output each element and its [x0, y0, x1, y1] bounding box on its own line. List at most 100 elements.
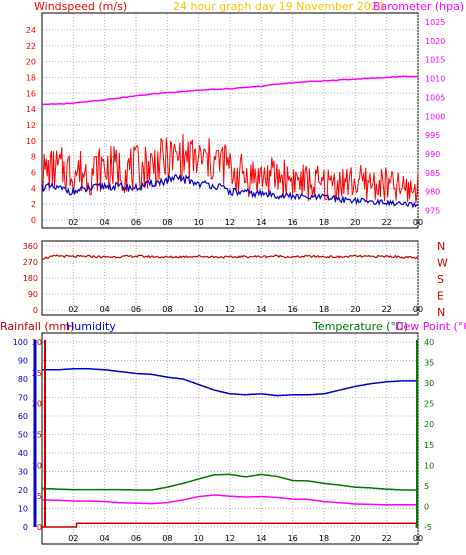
barometer-tick-label: 1015 — [425, 56, 445, 65]
x-tick-label: 20 — [350, 218, 360, 227]
direction-tick-label: 360 — [23, 242, 38, 251]
x-tick-label: 16 — [288, 534, 298, 543]
x-tick-label: 02 — [68, 218, 78, 227]
rain-tick-label: 10 — [32, 461, 42, 470]
x-tick-label: 14 — [256, 305, 266, 314]
humidity-tick-label: 20 — [18, 486, 28, 495]
x-tick-label: 06 — [131, 305, 141, 314]
humidity-axis-title: Humidity — [66, 320, 116, 333]
x-tick-label: 22 — [382, 534, 392, 543]
windspeed-m-s-line — [41, 133, 419, 204]
humidity-tick-label: 30 — [18, 468, 28, 477]
x-tick-label: 18 — [319, 305, 329, 314]
humidity-tick-label: 60 — [18, 412, 28, 421]
series-lines — [41, 75, 419, 528]
x-tick-label: 16 — [288, 305, 298, 314]
x-tick-label: 20 — [350, 534, 360, 543]
windspeed-tick-label: 4 — [31, 184, 36, 193]
x-tick-label: 18 — [319, 534, 329, 543]
x-tick-label: 10 — [194, 534, 204, 543]
temperature-tick-label: 0 — [424, 502, 429, 511]
x-tick-label: 04 — [100, 218, 110, 227]
x-tick-label: 10 — [194, 218, 204, 227]
windspeed-tick-label: 20 — [26, 58, 36, 67]
temperature-tick-label: 30 — [424, 379, 434, 388]
compass-label: S — [437, 273, 444, 286]
windspeed-tick-label: 0 — [31, 216, 36, 225]
x-tick-label: 04 — [100, 305, 110, 314]
x-tick-label: 16 — [288, 218, 298, 227]
barometer-axis-title: Barometer (hpa) — [373, 0, 464, 13]
direction-tick-label: 270 — [23, 258, 38, 267]
direction-tick-label: 90 — [28, 290, 38, 299]
x-tick-label: 20 — [350, 305, 360, 314]
x-tick-label: 02 — [68, 305, 78, 314]
humidity-tick-label: 100 — [13, 338, 28, 347]
windspeed-tick-label: 14 — [26, 105, 36, 114]
temperature-tick-label: 10 — [424, 461, 434, 470]
x-tick-label: 08 — [162, 218, 172, 227]
x-tick-label: 12 — [225, 534, 235, 543]
windspeed-tick-label: 12 — [26, 121, 36, 130]
x-tick-label: 14 — [256, 218, 266, 227]
x-tick-label: 08 — [162, 305, 172, 314]
x-tick-label: 12 — [225, 305, 235, 314]
panel-1-frame — [41, 12, 419, 229]
barometer-tick-label: 1005 — [425, 93, 445, 102]
rain-tick-label: 25 — [32, 369, 42, 378]
x-tick-label: 18 — [319, 218, 329, 227]
x-tick-label: 00 — [413, 305, 423, 314]
wind-average-line — [41, 173, 419, 209]
humidity-tick-label: 10 — [18, 505, 28, 514]
rain-tick-label: 30 — [32, 338, 42, 347]
barometer-tick-label: 985 — [425, 169, 440, 178]
humidity-tick-label: 90 — [18, 357, 28, 366]
x-tick-label: 14 — [256, 534, 266, 543]
compass-label: E — [437, 290, 444, 303]
x-tick-label: 00 — [413, 534, 423, 543]
compass-label: W — [437, 257, 448, 270]
chart-title: 24 hour graph day 19 November 2023 — [173, 0, 385, 13]
direction-tick-label: 180 — [23, 274, 38, 283]
dew-point-c-line — [42, 494, 418, 506]
humidity-tick-label: 80 — [18, 375, 28, 384]
temperature-axis-title: Temperature (°C) — [312, 320, 408, 333]
temperature-tick-label: 35 — [424, 359, 434, 368]
windspeed-tick-label: 18 — [26, 73, 36, 82]
windspeed-tick-label: 8 — [31, 153, 36, 162]
barometer-tick-label: 1010 — [425, 75, 445, 84]
barometer-tick-label: 1020 — [425, 37, 445, 46]
wind-direction-line — [41, 254, 418, 260]
barometer-tick-label: 1000 — [425, 112, 445, 121]
barometer-hpa-line — [41, 75, 419, 106]
rain-tick-label: 20 — [32, 400, 42, 409]
x-tick-label: 04 — [100, 534, 110, 543]
humidity-line — [42, 368, 418, 397]
windspeed-tick-label: 16 — [26, 89, 36, 98]
x-tick-label: 06 — [131, 218, 141, 227]
direction-tick-label: 0 — [33, 306, 38, 315]
barometer-tick-label: 975 — [425, 207, 440, 216]
humidity-tick-label: 70 — [18, 394, 28, 403]
x-tick-label: 08 — [162, 534, 172, 543]
rain-tick-label: 15 — [32, 431, 42, 440]
temperature-tick-label: -5 — [424, 523, 432, 532]
x-tick-label: 02 — [68, 534, 78, 543]
windspeed-tick-label: 6 — [31, 168, 36, 177]
x-tick-label: 10 — [194, 305, 204, 314]
rain-tick-label: 5 — [37, 492, 42, 501]
humidity-tick-label: 50 — [18, 431, 28, 440]
windspeed-tick-label: 22 — [26, 42, 36, 51]
barometer-tick-label: 995 — [425, 131, 440, 140]
compass-label: N — [437, 240, 445, 253]
compass-label: N — [437, 306, 445, 319]
x-tick-label: 00 — [413, 218, 423, 227]
temperature-tick-label: 5 — [424, 482, 429, 491]
barometer-tick-label: 990 — [425, 150, 440, 159]
barometer-tick-label: 1025 — [425, 18, 445, 27]
temperature-tick-label: 25 — [424, 400, 434, 409]
windspeed-tick-label: 2 — [31, 200, 36, 209]
barometer-tick-label: 980 — [425, 188, 440, 197]
